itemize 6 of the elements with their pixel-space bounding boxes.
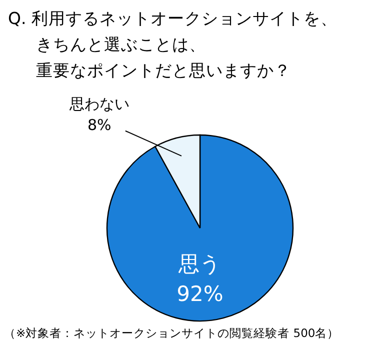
chart-title: Q. 利用するネットオークションサイトを、きちんと選ぶことは、重要なポイントだと思いますか？ xyxy=(8,9,338,80)
text: （※対象者：ネットオークションサイトの閲覧経験者 500名） xyxy=(4,326,340,340)
slice-label: 思う xyxy=(178,252,222,276)
data-label: 92% xyxy=(176,282,224,306)
data-label: 8% xyxy=(88,116,112,134)
slice-label: 思わない xyxy=(68,94,130,113)
